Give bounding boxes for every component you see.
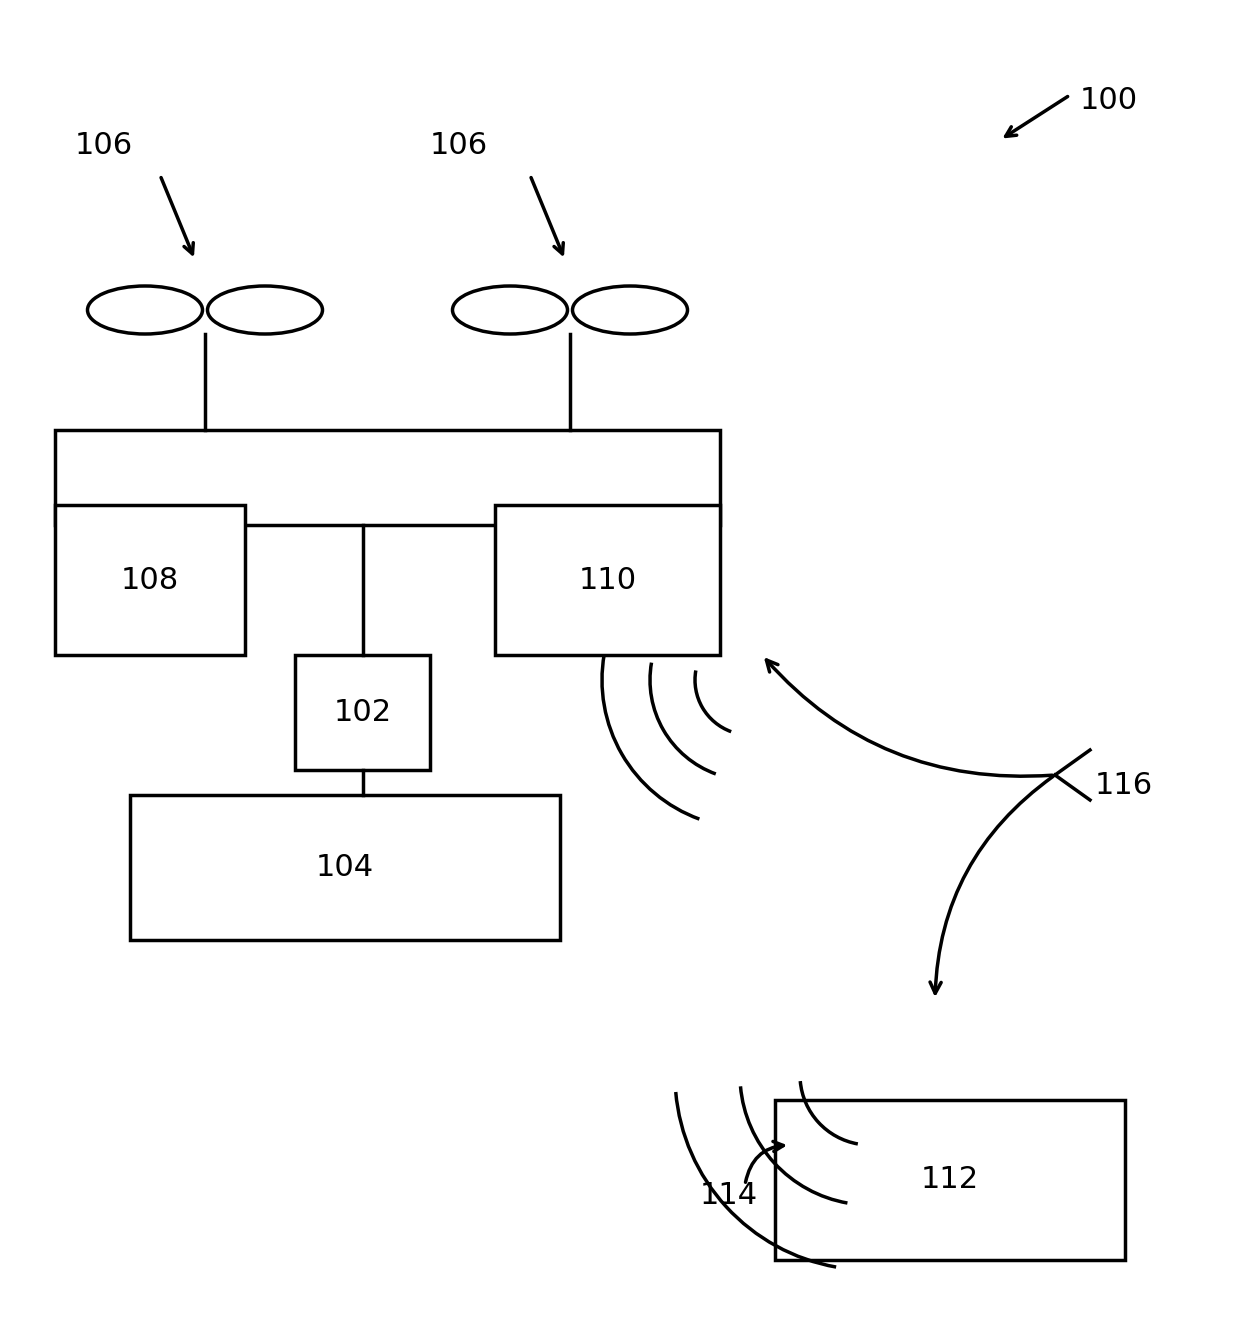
Bar xyxy=(295,655,430,770)
Ellipse shape xyxy=(573,286,687,335)
Text: 110: 110 xyxy=(578,565,636,594)
Bar xyxy=(55,504,246,655)
Text: 106: 106 xyxy=(74,130,133,159)
Text: 104: 104 xyxy=(316,853,374,882)
Bar xyxy=(495,504,720,655)
Text: 108: 108 xyxy=(120,565,179,594)
Ellipse shape xyxy=(453,286,568,335)
Ellipse shape xyxy=(207,286,322,335)
Bar xyxy=(775,1100,1125,1260)
Text: 100: 100 xyxy=(1080,86,1138,115)
Text: 106: 106 xyxy=(430,130,489,159)
Bar xyxy=(55,429,720,525)
Text: 112: 112 xyxy=(921,1166,980,1195)
Ellipse shape xyxy=(88,286,202,335)
Text: 116: 116 xyxy=(1095,770,1153,799)
Bar xyxy=(130,795,560,940)
Text: 102: 102 xyxy=(334,698,392,727)
Text: 114: 114 xyxy=(701,1180,758,1209)
